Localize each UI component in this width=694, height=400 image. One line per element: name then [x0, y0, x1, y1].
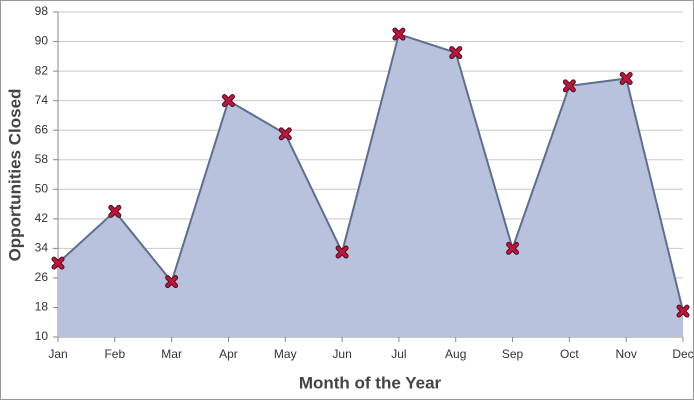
x-tick-label: May	[274, 347, 297, 361]
y-tick-label: 50	[35, 181, 49, 195]
marker-inner	[336, 246, 348, 258]
area-line	[57, 32, 684, 312]
y-tick-label: 66	[35, 122, 49, 136]
x-tick-label: Apr	[219, 347, 238, 361]
marker-inner	[52, 257, 64, 269]
x-tick-label: Aug	[445, 347, 466, 361]
marker-inner	[109, 205, 121, 217]
marker-inner	[393, 28, 405, 40]
x-tick-label: Jun	[332, 347, 351, 361]
marker-inner	[450, 47, 462, 59]
x-tick-label: Feb	[104, 347, 125, 361]
y-tick-label: 74	[35, 93, 49, 107]
x-tick-label: Oct	[560, 347, 579, 361]
marker-inner	[677, 305, 689, 317]
x-tick-label: Nov	[616, 347, 637, 361]
x-tick-label: Jan	[48, 347, 67, 361]
y-tick-label: 82	[35, 63, 49, 77]
y-tick-label: 26	[35, 270, 49, 284]
x-axis-title: Month of the Year	[299, 373, 442, 392]
y-tick-label: 58	[35, 152, 49, 166]
marker-inner	[563, 80, 575, 92]
y-axis-title: Opportunities Closed	[5, 89, 24, 262]
y-tick-label: 90	[35, 34, 49, 48]
marker-inner	[166, 276, 178, 288]
y-tick-label: 98	[35, 4, 49, 18]
marker-inner	[222, 95, 234, 107]
marker-inner	[620, 72, 632, 84]
area-fill	[58, 34, 683, 338]
marker-inner	[279, 128, 291, 140]
x-tick-label: Jul	[391, 347, 406, 361]
x-tick-label: Dec	[672, 347, 693, 361]
x-tick-label: Mar	[161, 347, 182, 361]
y-tick-label: 42	[35, 211, 49, 225]
marker-inner	[507, 242, 519, 254]
y-tick-label: 34	[35, 241, 49, 255]
x-tick-label: Sep	[502, 347, 524, 361]
y-tick-label: 18	[35, 300, 49, 314]
y-tick-label: 10	[35, 329, 49, 343]
